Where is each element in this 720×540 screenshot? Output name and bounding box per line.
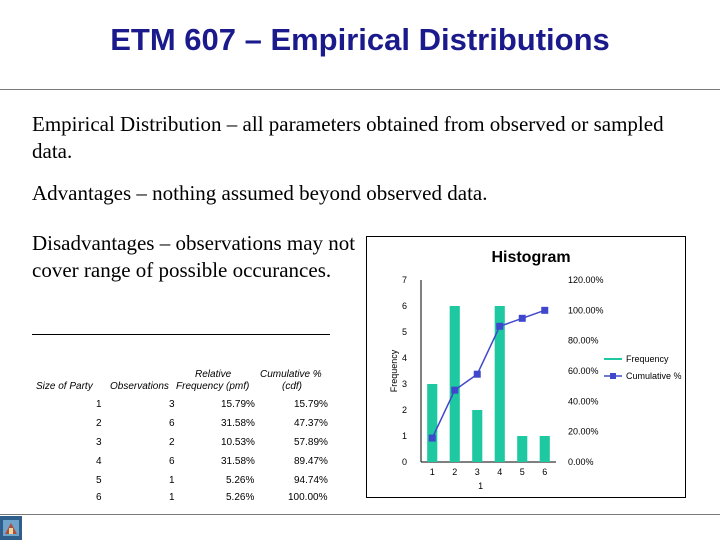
chart-y-tick-label: 4 bbox=[402, 353, 407, 363]
table-cell-size: 3 bbox=[96, 437, 102, 448]
table-cell-cdf: 100.00% bbox=[288, 492, 328, 503]
chart-bar bbox=[494, 306, 505, 462]
table-header-size-of-party: Size of Party bbox=[36, 381, 93, 392]
chart-cumulative-point bbox=[428, 434, 436, 442]
slide-title: ETM 607 – Empirical Distributions bbox=[110, 22, 610, 57]
chart-y-tick-label: 2 bbox=[402, 405, 407, 415]
chart-x-tick-label: 2 bbox=[452, 467, 457, 477]
footer-divider bbox=[0, 514, 720, 515]
chart-cumulative-point bbox=[496, 322, 504, 330]
table-header-cumulative: Cumulative % bbox=[260, 369, 322, 380]
chart-cumulative-point bbox=[518, 314, 526, 322]
chart-bar bbox=[427, 384, 438, 462]
chart-y-tick-label: 6 bbox=[402, 301, 407, 311]
table-cell-size: 1 bbox=[96, 399, 102, 410]
table-cell-pmf: 5.26% bbox=[226, 492, 255, 503]
table-cell-cdf: 89.47% bbox=[294, 456, 328, 467]
table-header-cdf: (cdf) bbox=[282, 381, 302, 392]
university-logo-icon bbox=[0, 516, 22, 540]
chart-cumulative-point bbox=[451, 386, 459, 394]
bullet-advantages: Advantages – nothing assumed beyond obse… bbox=[32, 181, 488, 205]
chart-bar bbox=[449, 306, 460, 462]
chart-x-tick-label: 5 bbox=[520, 467, 525, 477]
table-cell-cdf: 47.37% bbox=[294, 418, 328, 429]
chart-y2-tick-label: 20.00% bbox=[568, 427, 599, 437]
table-cell-observations: 6 bbox=[169, 456, 175, 467]
bullet-disadvantages: Disadvantages – observations may not cov… bbox=[32, 231, 356, 282]
chart-x-tick-label: 1 bbox=[430, 467, 435, 477]
chart-legend-marker-cumulative bbox=[610, 373, 616, 379]
chart-x-tick-label: 4 bbox=[497, 467, 502, 477]
table-cell-observations: 3 bbox=[169, 399, 175, 410]
table-cell-size: 2 bbox=[96, 418, 102, 429]
chart-y-axis-label: Frequency bbox=[389, 349, 399, 392]
chart-x-tick-label: 3 bbox=[475, 467, 480, 477]
table-cell-size: 5 bbox=[96, 475, 102, 486]
table-cell-pmf: 5.26% bbox=[226, 475, 255, 486]
chart-y2-tick-label: 40.00% bbox=[568, 396, 599, 406]
table-header-frequency-pmf: Frequency (pmf) bbox=[176, 381, 250, 392]
table-cell-cdf: 57.89% bbox=[294, 437, 328, 448]
table-cell-pmf: 10.53% bbox=[221, 437, 255, 448]
chart-bar bbox=[517, 436, 528, 462]
table-top-rule bbox=[32, 334, 330, 335]
table-cell-observations: 2 bbox=[169, 437, 175, 448]
chart-y2-tick-label: 80.00% bbox=[568, 336, 599, 346]
chart-y-tick-label: 1 bbox=[402, 431, 407, 441]
chart-y2-tick-label: 100.00% bbox=[568, 305, 604, 315]
chart-y-tick-label: 0 bbox=[402, 457, 407, 467]
chart-title: Histogram bbox=[491, 249, 570, 266]
table-cell-pmf: 31.58% bbox=[221, 456, 255, 467]
table-cell-size: 6 bbox=[96, 492, 102, 503]
title-divider bbox=[0, 89, 720, 90]
chart-y2-tick-label: 60.00% bbox=[568, 366, 599, 376]
table-header-relative: Relative bbox=[195, 369, 232, 380]
table-cell-observations: 1 bbox=[169, 475, 175, 486]
table-cell-observations: 1 bbox=[169, 492, 175, 503]
table-cell-pmf: 15.79% bbox=[221, 399, 255, 410]
table-header-observations: Observations bbox=[110, 381, 169, 392]
chart-bar bbox=[539, 436, 550, 462]
chart-x-tick-label: 6 bbox=[542, 467, 547, 477]
chart-legend-entry-frequency: Frequency bbox=[626, 354, 669, 364]
chart-y-tick-label: 7 bbox=[402, 275, 407, 285]
histogram-chart: Histogram Frequency 1 0 1 2 3 4 5 6 7 0.00% 20.00… bbox=[366, 236, 686, 498]
chart-y2-tick-label: 0.00% bbox=[568, 457, 594, 467]
chart-legend-entry-cumulative: Cumulative % bbox=[626, 371, 682, 381]
chart-cumulative-point bbox=[541, 306, 549, 314]
table-cell-pmf: 31.58% bbox=[221, 418, 255, 429]
chart-y-tick-label: 3 bbox=[402, 379, 407, 389]
chart-y-tick-label: 5 bbox=[402, 327, 407, 337]
chart-cumulative-point bbox=[473, 370, 481, 378]
table-cell-cdf: 15.79% bbox=[294, 399, 328, 410]
table-cell-size: 4 bbox=[96, 456, 102, 467]
table-cell-observations: 6 bbox=[169, 418, 175, 429]
chart-bar bbox=[472, 410, 483, 462]
table-cell-cdf: 94.74% bbox=[294, 475, 328, 486]
chart-cumulative-line bbox=[431, 309, 546, 439]
chart-x-axis-label: 1 bbox=[478, 481, 483, 491]
chart-y2-tick-label: 120.00% bbox=[568, 275, 604, 285]
bullet-empirical-distribution: Empirical Distribution – all parameters … bbox=[32, 112, 664, 163]
